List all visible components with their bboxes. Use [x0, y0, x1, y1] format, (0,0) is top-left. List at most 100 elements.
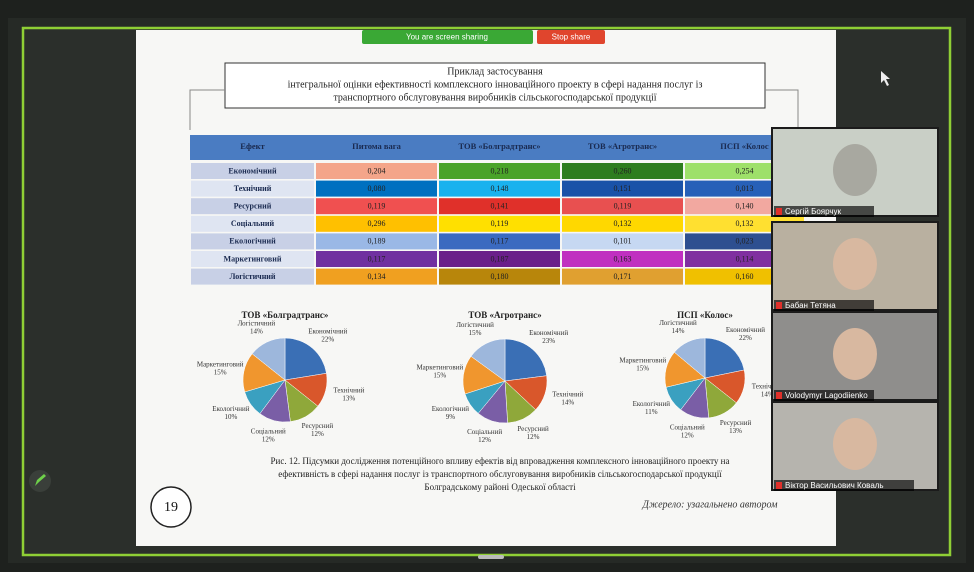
- cell-value: 0,132: [736, 219, 754, 228]
- cell-value: 0,296: [368, 219, 386, 228]
- slice-name: Маркетинговий: [416, 364, 463, 372]
- slice-name: Технічний: [552, 391, 583, 399]
- table-cell: [562, 268, 683, 285]
- table-cell: [316, 233, 437, 250]
- table-cell: [316, 251, 437, 267]
- sharing-text: You are screen sharing: [406, 33, 488, 42]
- slice-name: Технічний: [333, 386, 364, 394]
- slice-name: Ресурсний: [517, 425, 549, 433]
- slice-label: 13%: [729, 427, 742, 435]
- cell-value: 0,141: [491, 202, 509, 211]
- pie-title: ТОВ «Болградтранс»: [242, 310, 329, 320]
- cell-value: 0,254: [736, 166, 754, 175]
- slice-label: 15%: [433, 372, 446, 380]
- caption-line: Болградському районі Одеської області: [424, 482, 576, 492]
- pie-slice: [251, 337, 286, 381]
- cell-value: 0,117: [368, 254, 386, 263]
- cell-value: 0,119: [368, 202, 386, 211]
- slice-label: 15%: [636, 365, 649, 373]
- header-cell: ПСП «Колос: [720, 141, 769, 151]
- row-label: Екологічний: [229, 237, 276, 246]
- slice-name: Ресурсний: [302, 422, 334, 430]
- table-cell: [316, 215, 437, 232]
- cell-value: 0,187: [491, 254, 509, 263]
- cell-value: 0,134: [368, 272, 386, 281]
- cursor: [881, 71, 890, 86]
- stop-share-text: Stop share: [552, 33, 591, 42]
- slice-name: Технічний: [752, 383, 783, 391]
- slice-name: Маркетинговий: [197, 361, 244, 369]
- table-cell: [191, 268, 314, 285]
- stop-share-button[interactable]: [537, 30, 605, 44]
- slice-label: 14%: [761, 391, 774, 399]
- sharing-pill: [362, 30, 533, 44]
- title-line: Приклад застосування: [447, 66, 543, 77]
- source: Джерело: узагальнено автором: [642, 499, 779, 510]
- slice-label: 12%: [527, 433, 540, 441]
- participant-name: Віктор Васильович Коваль: [785, 481, 884, 490]
- table-cell: [439, 180, 560, 197]
- person: [833, 238, 877, 290]
- cell-value: 0,117: [491, 237, 509, 246]
- slice-name: Соціальний: [467, 428, 502, 436]
- slice-label: 22%: [321, 335, 334, 343]
- row-label: Економічний: [228, 166, 277, 175]
- person: [833, 418, 877, 470]
- person: [833, 328, 877, 380]
- name-tag: [774, 300, 874, 311]
- caption-line: ефективність в сфері надання послуг із т…: [278, 469, 722, 479]
- cell-value: 0,148: [491, 184, 509, 193]
- table-cell: [191, 233, 314, 250]
- row-label: Логістичний: [229, 272, 275, 281]
- cell-value: 0,119: [491, 219, 509, 228]
- table-cell: [562, 163, 683, 179]
- table-cell: [191, 215, 314, 232]
- slice-name: Екологічний: [432, 405, 470, 413]
- caption-line: Рис. 12. Підсумки дослідження потенційно…: [271, 456, 730, 466]
- table-cell: [562, 180, 683, 197]
- slice-name: Ресурсний: [720, 419, 752, 427]
- table-cell: [562, 233, 683, 250]
- table-cell: [562, 215, 683, 232]
- cell-value: 0,204: [368, 166, 386, 175]
- slice-label: 11%: [645, 408, 658, 416]
- page-number: 19: [164, 500, 178, 515]
- cell-value: 0,189: [368, 237, 386, 246]
- table-cell: [439, 163, 560, 179]
- cell-value: 0,119: [614, 202, 632, 211]
- slice-name: Соціальний: [251, 428, 286, 436]
- slice-label: 14%: [672, 327, 685, 335]
- cell-value: 0,023: [736, 237, 754, 246]
- pencil-icon: [35, 474, 46, 486]
- slice-label: 14%: [561, 399, 574, 407]
- slice-name: Логістичний: [659, 319, 697, 327]
- table-cell: [191, 198, 314, 215]
- slice-label: 13%: [342, 394, 355, 402]
- slice-label: 12%: [262, 436, 275, 444]
- pie-slice: [704, 337, 745, 379]
- table-cell: [439, 233, 560, 250]
- table-cell: [191, 180, 314, 197]
- cell-value: 0,171: [614, 272, 632, 281]
- row-label: Соціальний: [231, 219, 275, 228]
- table-cell: [316, 180, 437, 197]
- title-line: інтегральної оцінки ефективності комплек…: [288, 79, 703, 90]
- slice-label: 23%: [542, 337, 555, 345]
- table-header: [190, 135, 805, 160]
- cell-value: 0,013: [736, 184, 754, 193]
- slice-name: Логістичний: [238, 319, 276, 327]
- row-label: Ресурсний: [234, 202, 272, 211]
- table-cell: [316, 268, 437, 285]
- slice-name: Логістичний: [456, 321, 494, 329]
- handle: [478, 555, 504, 559]
- title-line: транспортного обслуговування виробників …: [333, 92, 656, 103]
- slice-name: Соціальний: [670, 423, 705, 431]
- slice-name: Економічний: [726, 326, 765, 334]
- video-tile: [771, 127, 939, 217]
- table-cell: [562, 198, 683, 215]
- slice-label: 15%: [469, 329, 482, 337]
- slice-label: 9%: [446, 413, 456, 421]
- header-cell: ТОВ «Болградтранс»: [458, 141, 540, 151]
- pie-slice: [504, 338, 547, 382]
- cell-value: 0,160: [736, 272, 754, 281]
